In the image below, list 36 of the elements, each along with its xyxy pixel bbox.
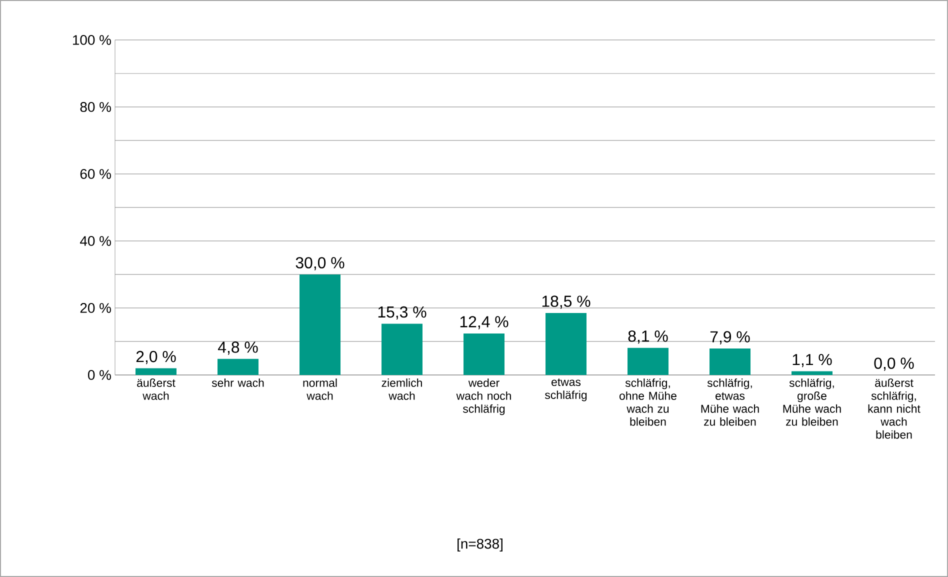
data-label: 12,4 % [460, 316, 508, 330]
bar [710, 348, 751, 375]
text: [n=838] [458, 538, 502, 552]
y-tick-label: 20 % [80, 303, 111, 313]
data-label: 18,5 % [542, 296, 590, 309]
x-tick-label: etwas schläfrig [544, 378, 587, 402]
data-label: 8,1 % [628, 330, 668, 344]
data-label: 30,0 % [296, 257, 344, 270]
x-tick-label: sehr wach [212, 378, 264, 387]
x-tick-label: schläfrig, etwas Mühe wach zu bleiben [701, 378, 759, 426]
data-label: 2,0 % [136, 350, 176, 364]
bar [792, 371, 833, 375]
data-label: 4,8 % [218, 342, 258, 355]
x-tick-label: ziemlich wach [382, 378, 422, 400]
y-tick-label: 80 % [80, 102, 111, 112]
bar [546, 313, 587, 375]
y-tick-label: 100 % [73, 35, 111, 45]
y-tick-label: 40 % [80, 236, 111, 246]
y-tick-label: 0 % [88, 370, 111, 380]
bar [628, 348, 669, 375]
x-tick-label: schläfrig, große Mühe wach zu bleiben [783, 378, 841, 426]
data-label: 7,9 % [710, 331, 750, 344]
data-label: 0,0 % [874, 358, 914, 371]
x-tick-label: äußerst schläfrig, kann nicht wach bleiben [868, 378, 920, 439]
x-tick-label: normal wach [303, 378, 337, 400]
data-label: 1,1 % [792, 354, 832, 368]
x-tick-label: äußerst wach [137, 378, 176, 400]
x-tick-label: weder wach noch schläfrig [456, 378, 511, 416]
data-label: 15,3 % [378, 306, 426, 320]
bar [382, 324, 423, 375]
bar [300, 274, 341, 375]
bar [218, 358, 259, 375]
bar [136, 368, 177, 375]
y-tick-label: 60 % [80, 169, 111, 179]
bar [464, 333, 505, 375]
x-tick-label: schläfrig, ohne Mühe wach zu bleiben [620, 378, 676, 426]
